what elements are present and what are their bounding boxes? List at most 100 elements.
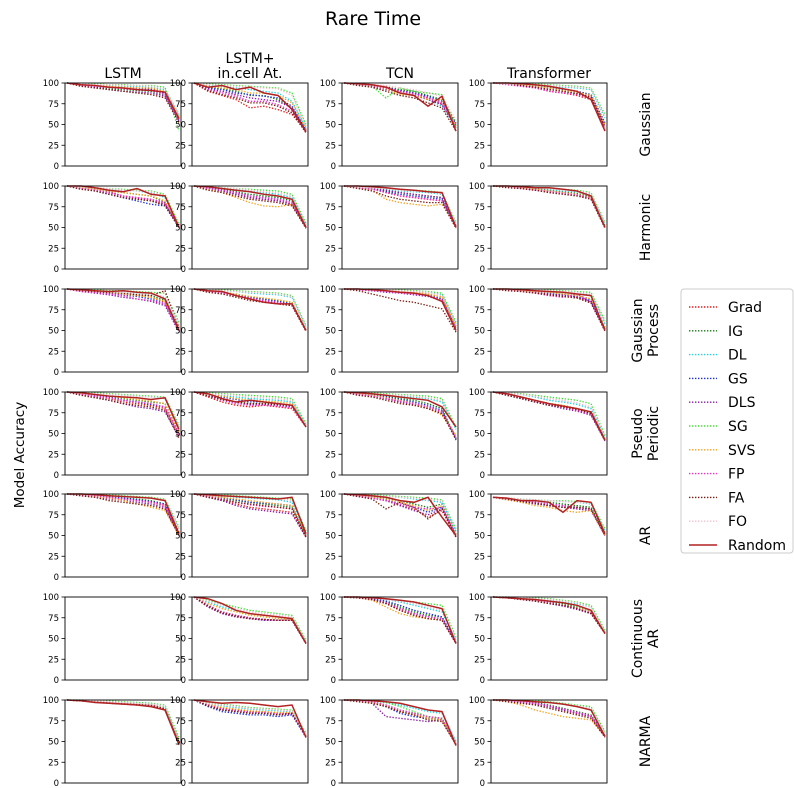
series-line-fo: [193, 493, 307, 532]
series-line-svs: [66, 185, 180, 227]
series-line-svs: [492, 82, 606, 125]
series-line-fa: [343, 288, 457, 333]
column-title-transformer: Transformer: [506, 66, 591, 82]
series-line-grad: [492, 596, 606, 634]
y-tick-label: 100: [469, 182, 485, 192]
panel-harmonic-transformer: 0 25 50 75 100: [469, 182, 608, 275]
y-tick-label: 0: [480, 573, 485, 583]
y-tick-label: 75: [474, 203, 485, 213]
y-tick-label: 50: [175, 224, 186, 234]
series-line-ig: [66, 288, 180, 328]
y-tick-label: 0: [480, 368, 485, 378]
series-line-fp: [66, 493, 180, 535]
series-line-fp: [343, 699, 457, 745]
panel-frame: [64, 699, 182, 784]
series-line-ig: [343, 699, 457, 745]
series-line-random: [193, 391, 307, 428]
y-tick-label: 50: [175, 635, 186, 645]
y-tick-label: 25: [48, 347, 59, 357]
series-line-dl: [193, 391, 307, 426]
series-line-random: [67, 185, 180, 228]
y-tick-label: 0: [181, 368, 186, 378]
y-tick-label: 50: [175, 327, 186, 337]
y-tick-label: 0: [331, 573, 336, 583]
y-tick-label: 0: [181, 573, 186, 583]
y-tick-label: 75: [474, 100, 485, 110]
series-line-fp: [66, 288, 180, 331]
series-line-fp: [193, 391, 307, 428]
figure-title: Rare Time: [325, 8, 421, 30]
panel-narma-transformer: 0 25 50 75 100: [469, 696, 608, 788]
series-line-fa: [343, 391, 457, 440]
panel-pseudo-periodic-transformer: 0 25 50 75 100: [469, 388, 608, 481]
series-line-fo: [67, 493, 180, 530]
y-tick-label: 100: [170, 182, 186, 192]
series-line-fp: [66, 82, 180, 120]
y-tick-label: 25: [175, 552, 186, 562]
panel-frame: [64, 596, 182, 681]
figure-y-axis-label: Model Accuracy: [12, 402, 28, 508]
series-line-fp: [492, 596, 606, 634]
series-line-sg: [493, 288, 606, 321]
series-line-grad: [343, 391, 457, 438]
series-line-sg: [66, 82, 180, 132]
legend-box: [680, 288, 794, 554]
legend-label-sg: SG: [728, 419, 748, 435]
series-line-fa: [66, 699, 180, 744]
y-tick-label: 25: [474, 244, 485, 254]
y-tick-label: 25: [474, 655, 485, 665]
series-line-fp: [492, 699, 606, 737]
series-line-gs: [66, 699, 180, 744]
series-line-grad: [343, 82, 457, 127]
series-line-grad: [492, 82, 606, 130]
legend-label-gs: GS: [728, 371, 748, 387]
series-line-fo: [492, 391, 606, 438]
series-line-fo: [343, 185, 457, 224]
series-line-ig: [492, 391, 606, 440]
series-line-ig: [492, 82, 606, 125]
y-tick-label: 100: [320, 593, 336, 603]
panel-frame: [490, 699, 608, 784]
panel-narma-tcn: 0 25 50 75 100: [320, 696, 459, 788]
y-tick-label: 75: [325, 511, 336, 521]
panel-frame: [64, 185, 182, 270]
panel-pseudo-periodic-lstm-in-cell-at: 0 25 50 75 100: [170, 388, 309, 481]
y-tick-label: 100: [469, 79, 485, 89]
panel-frame: [490, 82, 608, 167]
panel-harmonic-lstm-in-cell-at: 0 25 50 75 100: [170, 182, 309, 275]
y-tick-label: 25: [474, 141, 485, 151]
series-line-fa: [343, 82, 457, 132]
panel-ar-tcn: 0 25 50 75 100: [320, 490, 459, 583]
y-tick-label: 50: [474, 327, 485, 337]
series-line-fp: [193, 493, 307, 537]
panel-gaussian-lstm-in-cell-at: 0 25 50 75 100: [170, 79, 309, 172]
series-line-fa: [492, 596, 606, 634]
legend-label-svs: SVS: [728, 443, 755, 459]
series-line-fp: [343, 493, 457, 537]
series-line-fa: [492, 496, 606, 536]
y-tick-label: 100: [320, 285, 336, 295]
series-line-fa: [193, 391, 307, 428]
series-line-gs: [492, 82, 606, 124]
series-line-gs: [193, 288, 307, 331]
panel-pseudo-periodic-lstm: 0 25 50 75 100: [43, 388, 182, 481]
series-line-svs: [492, 596, 606, 634]
series-line-svs: [492, 496, 606, 536]
series-line-fa: [193, 596, 307, 644]
y-tick-label: 50: [48, 327, 59, 337]
y-tick-label: 0: [54, 471, 59, 481]
panel-grid: 0 25 50 75 100 0 25 50 75 100 0 25 50 75 100 0 25 50 75 100…: [43, 79, 608, 788]
y-tick-label: 0: [480, 162, 485, 172]
series-line-fo: [67, 699, 180, 741]
y-tick-label: 100: [43, 593, 59, 603]
series-line-sg: [193, 82, 307, 125]
series-line-gs: [193, 82, 307, 131]
series-line-random: [344, 699, 457, 746]
y-tick-label: 0: [54, 368, 59, 378]
row-label-ar: AR: [638, 526, 654, 546]
series-line-fo: [493, 288, 606, 323]
series-line-fo: [344, 288, 457, 325]
series-line-fa: [193, 699, 307, 737]
y-tick-label: 100: [43, 79, 59, 89]
series-line-gs: [343, 391, 457, 441]
